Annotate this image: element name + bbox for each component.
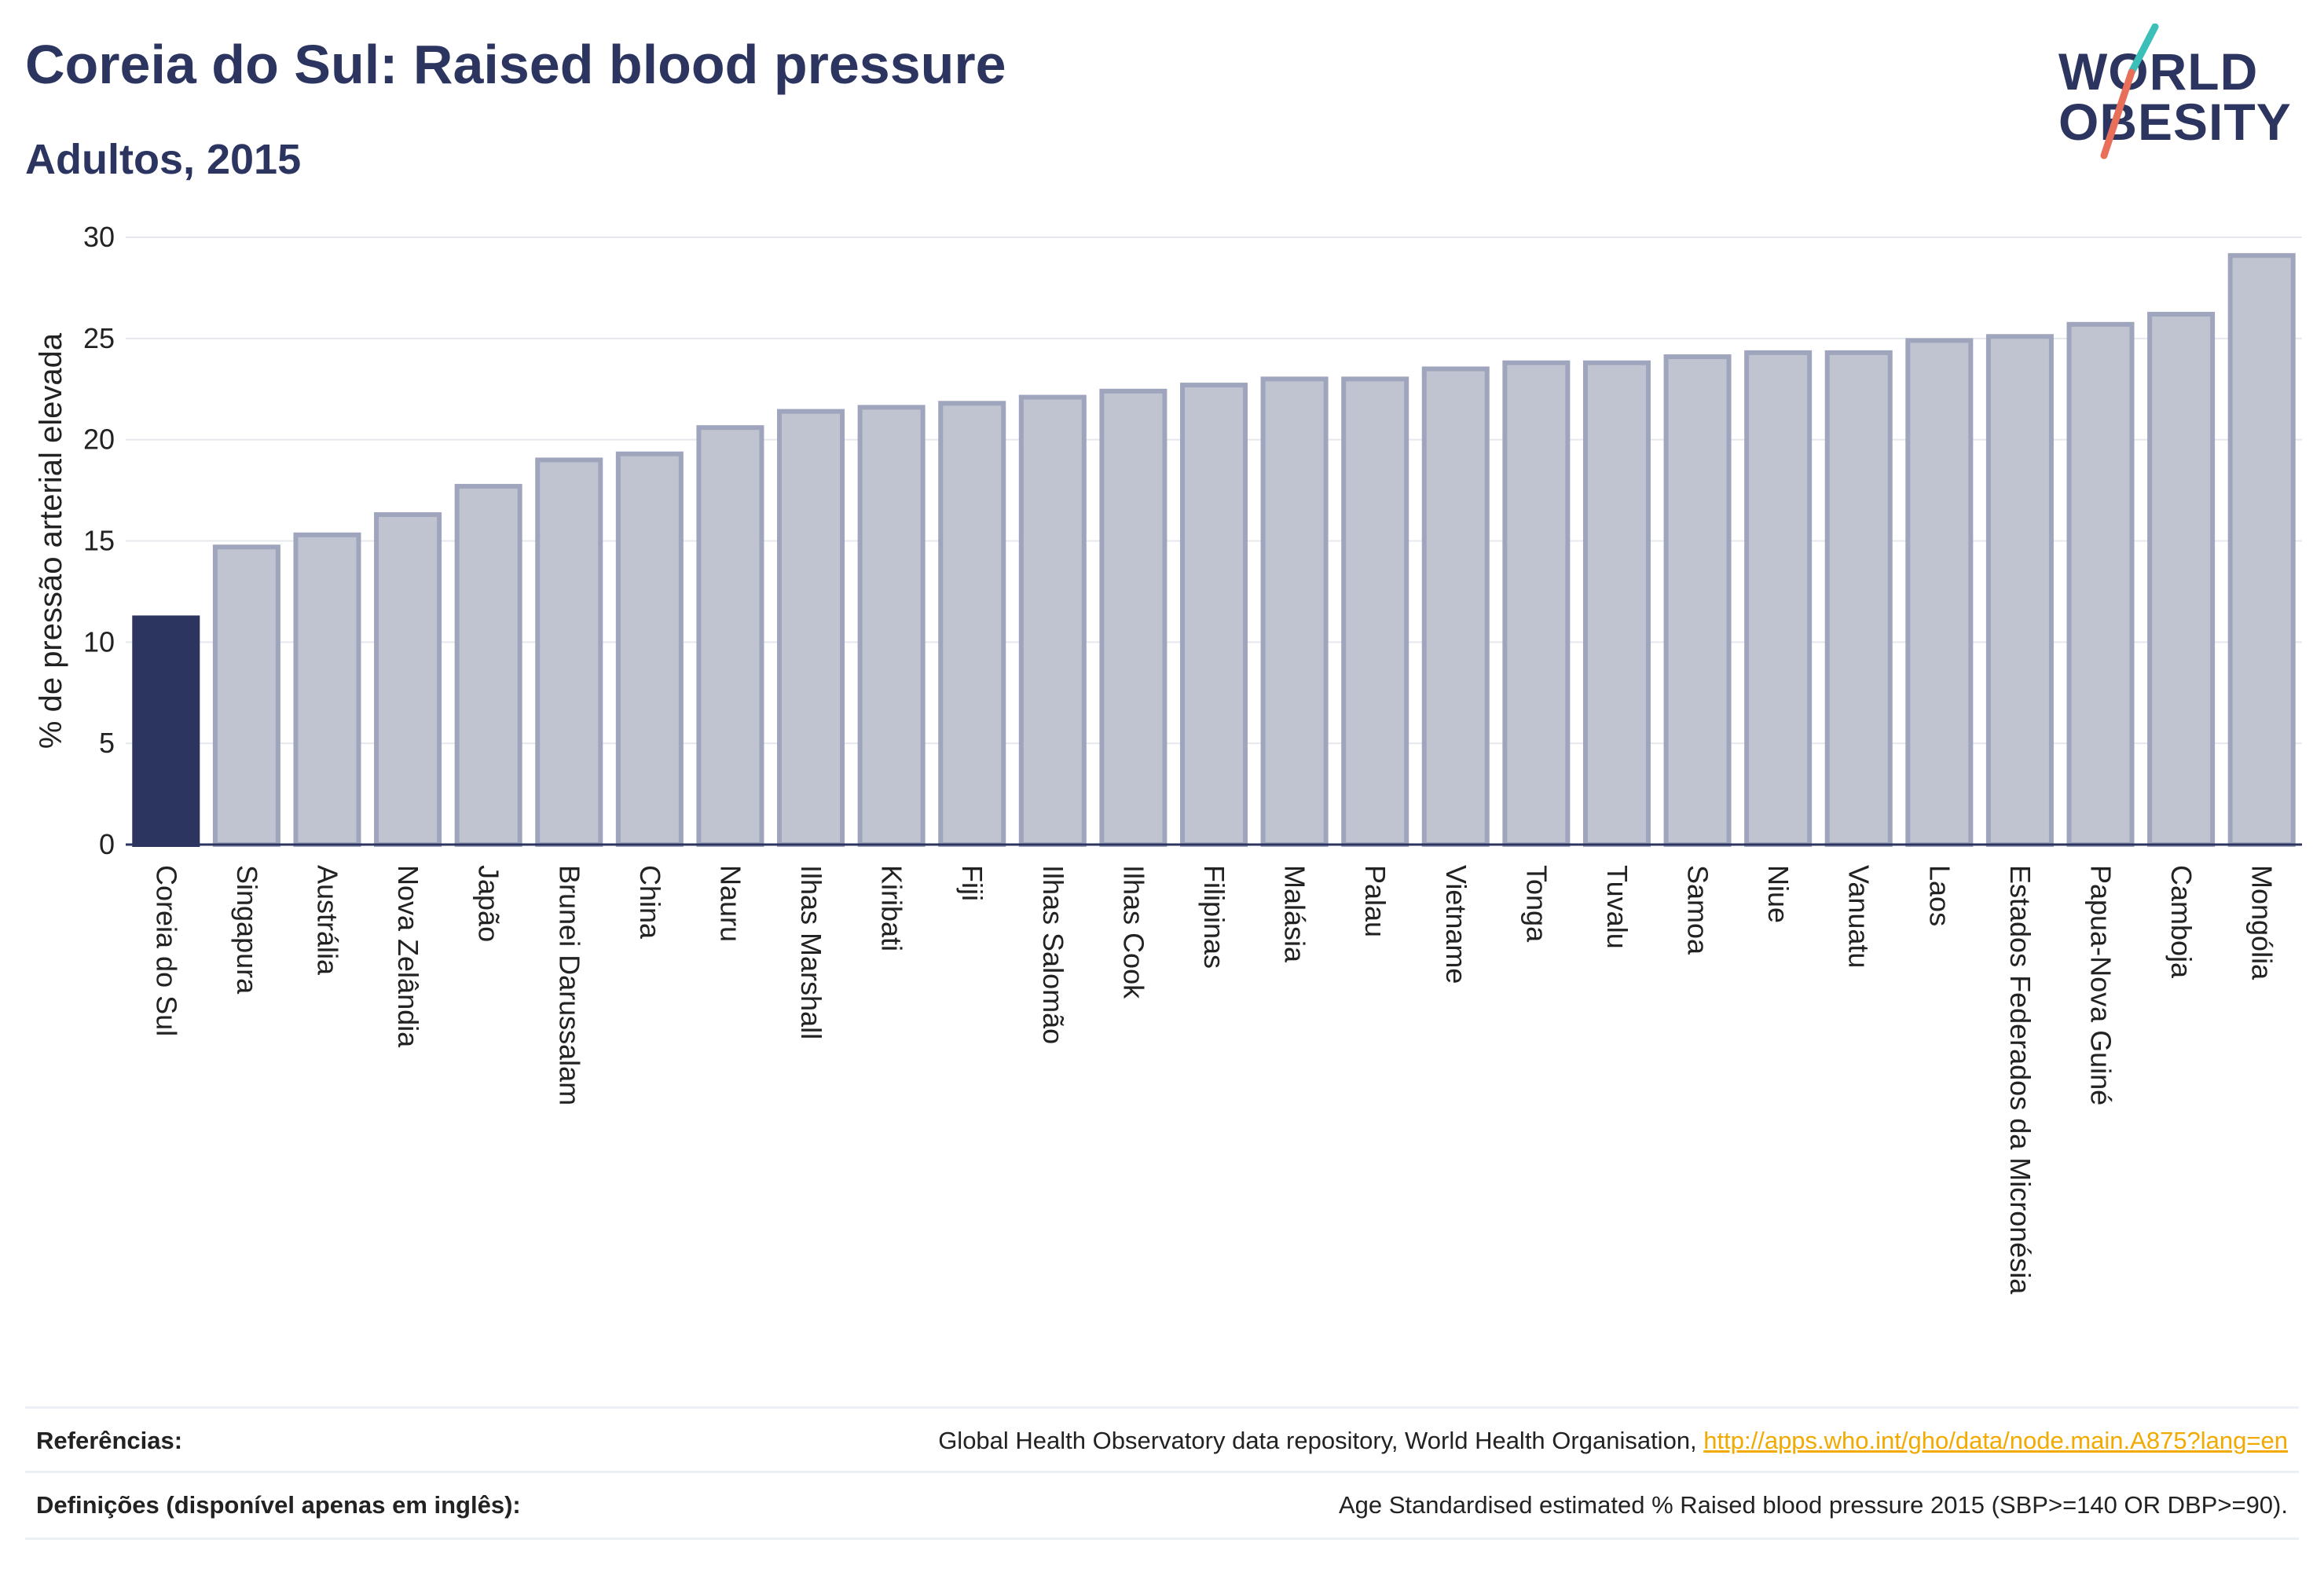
logo-text-world: WORLD <box>2058 42 2259 101</box>
world-obesity-logo: WORLD OBESITY <box>2043 24 2310 165</box>
bar-fiji[interactable] <box>938 401 1006 847</box>
y-axis-title: % de pressão arterial elevada <box>34 332 68 749</box>
bar-ilhas-salom-o[interactable] <box>1018 394 1087 848</box>
x-tick-label: Ilhas Salomão <box>1037 865 1069 1044</box>
x-tick-label: Vietname <box>1440 865 1472 984</box>
bar-estados-federados-da-micron-sia[interactable] <box>1985 334 2054 848</box>
bar-austr-lia[interactable] <box>293 532 361 847</box>
bar-vietname[interactable] <box>1421 366 1490 847</box>
bar-vanuatu[interactable] <box>1824 350 1893 847</box>
y-tick-label: 20 <box>83 423 115 456</box>
chart-title: Coreia do Sul: Raised blood pressure <box>25 34 1006 95</box>
bar-papua-nova-guin-[interactable] <box>2066 321 2135 847</box>
bar-nauru[interactable] <box>696 425 764 847</box>
bar-china[interactable] <box>615 451 684 847</box>
bar-nova-zel-ndia[interactable] <box>374 512 442 847</box>
x-tick-label: Laos <box>1923 865 1956 926</box>
x-tick-label: Malásia <box>1279 865 1311 963</box>
bar-jap-o[interactable] <box>454 483 522 847</box>
logo-text-obesity: OBESITY <box>2058 93 2292 151</box>
bars <box>132 253 2296 848</box>
references-text: Global Health Observatory data repositor… <box>938 1427 1704 1454</box>
x-tick-label: Niue <box>1762 865 1794 923</box>
bar-filipinas[interactable] <box>1179 383 1248 847</box>
references-value: Global Health Observatory data repositor… <box>938 1427 2299 1455</box>
x-tick-label: Austrália <box>311 865 343 976</box>
x-tick-label: Brunei Darussalam <box>553 865 585 1105</box>
bar-mal-sia[interactable] <box>1260 376 1329 848</box>
bar-chart: 0 5 10 15 20 25 30 Coreia do Sul Singapura Austrá… <box>34 221 2302 1295</box>
bar-mong-lia[interactable] <box>2227 253 2296 847</box>
references-label: Referências: <box>36 1427 183 1454</box>
x-tick-label: Tonga <box>1520 865 1552 943</box>
x-tick-label: Singapura <box>231 865 263 995</box>
bar-singapura[interactable] <box>212 544 280 847</box>
y-tick-label: 0 <box>99 828 115 860</box>
x-tick-label: Vanuatu <box>1843 865 1875 968</box>
x-tick-label: Fiji <box>956 865 988 901</box>
chart-subtitle: Adultos, 2015 <box>25 136 302 183</box>
bar-samoa[interactable] <box>1663 354 1732 848</box>
bar-coreia-do-sul[interactable] <box>132 615 200 847</box>
x-tick-label: Mongólia <box>2246 865 2278 980</box>
y-tick-label: 25 <box>83 322 115 354</box>
x-tick-label: Nova Zelândia <box>392 865 424 1048</box>
definitions-row: Definições (disponível apenas em inglês)… <box>25 1471 2299 1540</box>
bar-kiribati[interactable] <box>857 405 926 847</box>
x-tick-label: Palau <box>1359 865 1391 937</box>
bar-ilhas-cook[interactable] <box>1099 388 1167 847</box>
bar-camboja[interactable] <box>2147 311 2216 847</box>
x-tick-label: Kiribati <box>876 865 908 951</box>
references-row: Referências: Global Health Observatory d… <box>25 1406 2299 1473</box>
bar-laos[interactable] <box>1905 338 1974 848</box>
bar-tonga[interactable] <box>1502 360 1571 847</box>
x-tick-label: Ilhas Cook <box>1117 865 1149 999</box>
y-tick-label: 15 <box>83 525 115 557</box>
x-tick-label: Papua-Nova Guiné <box>2085 865 2117 1105</box>
bar-brunei-darussalam[interactable] <box>535 457 603 847</box>
x-tick-label: Japão <box>473 865 505 942</box>
x-tick-label: Estados Federados da Micronésia <box>2004 865 2036 1295</box>
references-link[interactable]: http://apps.who.int/gho/data/node.main.A… <box>1703 1427 2288 1454</box>
axes: 0 5 10 15 20 25 30 Coreia do Sul Singapura Austrá… <box>83 221 2302 1295</box>
bar-ilhas-marshall[interactable] <box>777 409 845 847</box>
y-tick-label: 30 <box>83 221 115 253</box>
logo-slash-icon <box>2100 24 2159 159</box>
x-tick-label: Coreia do Sul <box>150 865 182 1036</box>
x-tick-label: China <box>634 865 666 940</box>
definitions-label: Definições (disponível apenas em inglês)… <box>36 1491 521 1519</box>
bar-tuvalu[interactable] <box>1582 360 1651 847</box>
bar-palau[interactable] <box>1341 376 1409 848</box>
y-tick-label: 5 <box>99 727 115 759</box>
x-tick-label: Tuvalu <box>1601 865 1633 949</box>
x-tick-label: Nauru <box>714 865 746 942</box>
definitions-text: Age Standardised estimated % Raised bloo… <box>1338 1491 2288 1519</box>
bar-niue[interactable] <box>1744 350 1813 847</box>
x-tick-label: Samoa <box>1682 865 1714 955</box>
y-tick-label: 10 <box>83 625 115 658</box>
x-tick-label: Camboja <box>2165 865 2198 979</box>
x-tick-label: Ilhas Marshall <box>795 865 827 1039</box>
x-tick-label: Filipinas <box>1198 865 1230 969</box>
